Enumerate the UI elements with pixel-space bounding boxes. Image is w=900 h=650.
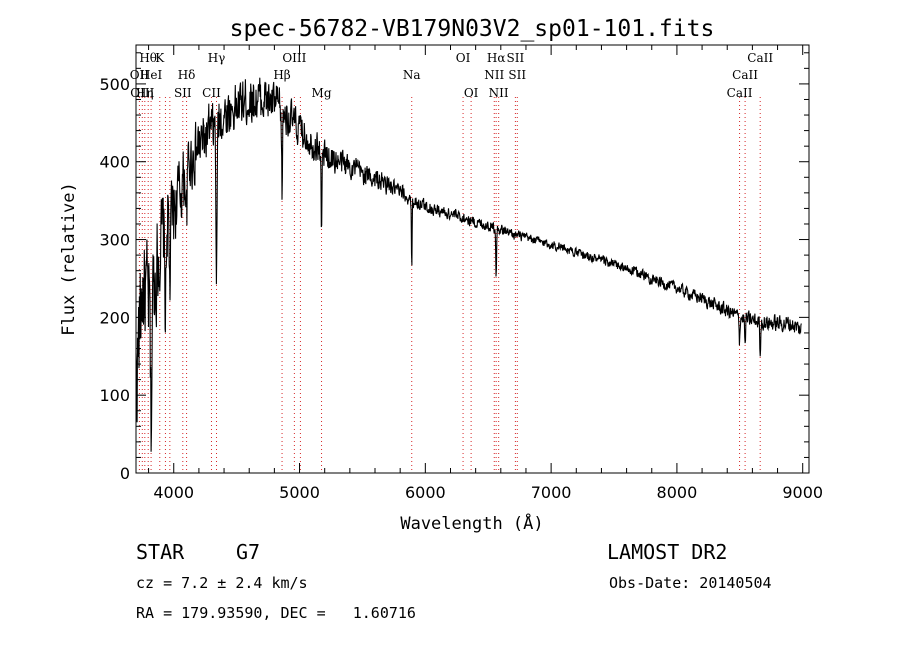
x-tick-label: 6000	[405, 483, 446, 502]
data-release: LAMOST DR2	[607, 540, 728, 564]
x-tick-label: 7000	[531, 483, 572, 502]
line-marker-label: Hβ	[273, 68, 290, 82]
line-marker-label: OI	[464, 86, 479, 100]
line-marker-label: HeI	[140, 68, 163, 82]
y-tick-label: 300	[99, 231, 130, 250]
x-tick-label: 9000	[782, 483, 823, 502]
redshift-cz: cz = 7.2 ± 2.4 km/s	[136, 574, 308, 592]
x-axis-label: Wavelength (Å)	[400, 512, 543, 534]
line-marker-label: OIII	[282, 51, 306, 65]
object-class: STAR	[136, 540, 185, 564]
y-axis-label: Flux (relative)	[59, 182, 79, 336]
y-tick-label: 500	[99, 75, 130, 94]
spectrum-line	[135, 77, 802, 452]
line-marker-label: CaII	[732, 68, 758, 82]
line-marker-label: OI	[456, 51, 471, 65]
object-subclass: G7	[236, 540, 261, 564]
line-marker-label: Hδ	[178, 68, 196, 82]
line-marker-label: CaII	[747, 51, 773, 65]
line-marker-label: NII	[484, 68, 504, 82]
line-marker-label: NII	[489, 86, 509, 100]
x-tick-label: 5000	[279, 483, 320, 502]
y-tick-label: 100	[99, 386, 130, 405]
plot-frame	[135, 44, 810, 474]
line-marker-label: K	[155, 51, 165, 65]
y-tick-label: 200	[99, 308, 130, 327]
line-marker-label: OII	[130, 68, 150, 82]
y-tick-label: 0	[120, 464, 130, 483]
line-marker-label: CaII	[727, 86, 753, 100]
line-marker-label: Hγ	[208, 51, 226, 65]
line-marker-label: Mg	[312, 86, 332, 100]
obs-date: Obs-Date: 20140504	[609, 574, 772, 592]
chart-title: spec-56782-VB179N03V2_sp01-101.fits	[230, 16, 715, 42]
line-marker-label: Hη	[136, 86, 154, 100]
line-marker-label: Na	[403, 68, 421, 82]
line-marker-label: Hα	[487, 51, 506, 65]
line-marker-label: Hθ	[139, 51, 157, 65]
y-tick-label: 400	[99, 153, 130, 172]
x-tick-label: 8000	[657, 483, 698, 502]
line-marker-label: CII	[202, 86, 221, 100]
line-marker-label: SII	[508, 68, 526, 82]
line-marker-label: SII	[507, 51, 525, 65]
axes: 4000 5000 6000 7000 8000 9000 0 100 200 300 400 500	[99, 45, 823, 502]
x-tick-label: 4000	[153, 483, 194, 502]
coordinates: RA = 179.93590, DEC = 1.60716	[136, 604, 416, 622]
line-marker-label: SII	[174, 86, 192, 100]
